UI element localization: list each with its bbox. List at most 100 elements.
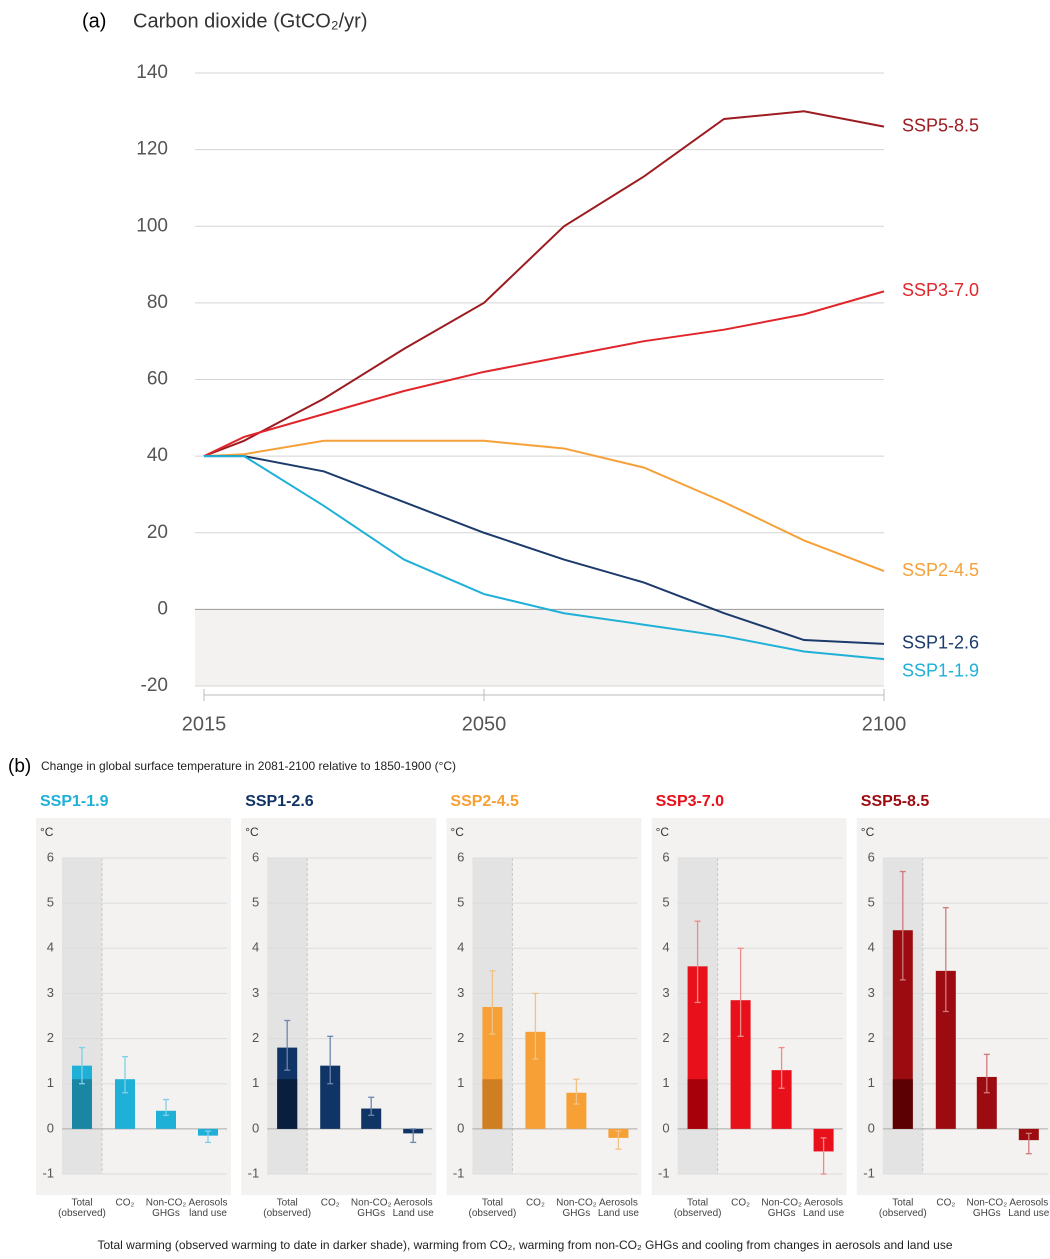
- bar: [976, 1076, 997, 1129]
- x-tick-label: CO₂: [731, 1198, 750, 1209]
- y-tick-label: 5: [457, 895, 464, 910]
- bar: [525, 1031, 546, 1129]
- y-tick-label: 1: [868, 1075, 875, 1090]
- y-tick-label: -1: [453, 1165, 465, 1180]
- x-tick-label: GHGs: [973, 1208, 1001, 1219]
- bar: [935, 970, 956, 1129]
- y-tick-label: 5: [47, 895, 54, 910]
- x-tick-label: Total: [687, 1198, 708, 1209]
- series-line: [204, 455, 885, 645]
- panel-title: SSP5-8.5: [861, 793, 930, 810]
- x-tick-label: CO₂: [526, 1198, 545, 1209]
- panel-label: (b): [8, 756, 31, 777]
- y-tick-label: 20: [147, 522, 168, 543]
- series-line: [203, 290, 885, 458]
- bar: [115, 1079, 135, 1129]
- x-tick-label: CO₂: [321, 1198, 340, 1209]
- panel-label: (a): [82, 10, 106, 32]
- x-tick-label: Aerosols: [804, 1198, 843, 1209]
- x-tick-label: (observed): [263, 1208, 311, 1219]
- y-tick-label: 5: [252, 895, 259, 910]
- panel-title: SSP1-1.9: [40, 793, 109, 810]
- series-label: SSP5-8.5: [902, 115, 979, 135]
- series-label: SSP1-1.9: [902, 661, 979, 681]
- x-tick-label: Land use: [803, 1208, 845, 1219]
- y-tick-label: 4: [252, 940, 259, 955]
- x-tick-label: Non-CO₂: [967, 1198, 1008, 1209]
- y-tick-label: 0: [157, 598, 168, 619]
- series-line: [203, 110, 885, 458]
- y-tick-label: 4: [868, 940, 875, 955]
- y-tick-label: 3: [457, 985, 464, 1000]
- y-tick-label: -1: [42, 1165, 54, 1180]
- x-tick-label: 2015: [182, 713, 227, 735]
- y-tick-label: 0: [47, 1120, 54, 1135]
- unit-label: °C: [656, 825, 670, 839]
- y-tick-label: 2: [662, 1030, 669, 1045]
- y-tick-label: 0: [252, 1120, 259, 1135]
- x-tick-label: (observed): [879, 1208, 927, 1219]
- x-tick-label: GHGs: [152, 1208, 180, 1219]
- x-tick-label: (observed): [674, 1208, 722, 1219]
- y-tick-label: 6: [868, 849, 875, 864]
- y-tick-label: 6: [252, 849, 259, 864]
- y-tick-label: -1: [863, 1165, 875, 1180]
- unit-label: °C: [861, 825, 875, 839]
- y-tick-label: 3: [868, 985, 875, 1000]
- x-tick-label: Non-CO₂: [351, 1198, 392, 1209]
- series-line: [203, 439, 885, 572]
- y-tick-label: -1: [658, 1165, 670, 1180]
- y-tick-label: 60: [147, 369, 168, 390]
- x-tick-label: GHGs: [563, 1208, 591, 1219]
- y-tick-label: 4: [47, 940, 54, 955]
- y-tick-label: 4: [662, 940, 669, 955]
- x-tick-label: land use: [189, 1208, 227, 1219]
- y-tick-label: 1: [47, 1075, 54, 1090]
- y-tick-label: 6: [662, 849, 669, 864]
- y-tick-label: 3: [662, 985, 669, 1000]
- observed-bar: [72, 1079, 92, 1129]
- y-tick-label: 2: [868, 1030, 875, 1045]
- x-tick-label: Aerosols: [1009, 1198, 1048, 1209]
- y-tick-label: 5: [662, 895, 669, 910]
- x-tick-label: Aerosols: [189, 1198, 228, 1209]
- x-tick-label: Total: [277, 1198, 298, 1209]
- observed-bar: [892, 1079, 913, 1129]
- observed-bar: [687, 1079, 708, 1129]
- unit-label: °C: [40, 825, 54, 839]
- caption: Total warming (observed warming to date …: [97, 1238, 952, 1252]
- chart-title: Carbon dioxide (GtCO₂/yr): [133, 10, 368, 32]
- x-tick-label: CO₂: [936, 1198, 955, 1209]
- observed-bar: [482, 1079, 503, 1129]
- x-tick-label: Land use: [1008, 1208, 1050, 1219]
- y-tick-label: 140: [136, 62, 168, 83]
- series-label: SSP2-4.5: [902, 560, 979, 580]
- y-tick-label: 4: [457, 940, 464, 955]
- x-tick-label: (observed): [58, 1208, 106, 1219]
- panel-title: SSP1-2.6: [245, 793, 314, 810]
- panel-title: SSP2-4.5: [450, 793, 519, 810]
- panel-title: Change in global surface temperature in …: [41, 759, 456, 773]
- y-tick-label: 2: [457, 1030, 464, 1045]
- x-tick-label: CO₂: [116, 1198, 135, 1209]
- y-tick-label: 2: [252, 1030, 259, 1045]
- series-label: SSP1-2.6: [902, 633, 979, 653]
- bar: [771, 1070, 792, 1129]
- x-tick-label: 2100: [862, 713, 907, 735]
- y-tick-label: 0: [662, 1120, 669, 1135]
- observed-bar: [277, 1079, 298, 1129]
- x-tick-label: Land use: [598, 1208, 640, 1219]
- x-tick-label: Aerosols: [599, 1198, 638, 1209]
- x-tick-label: Total: [71, 1198, 92, 1209]
- unit-label: °C: [450, 825, 464, 839]
- negative-zone: [195, 609, 884, 686]
- series-line: [204, 455, 885, 661]
- y-tick-label: 40: [147, 445, 168, 466]
- y-tick-label: 80: [147, 292, 168, 313]
- x-tick-label: 2050: [462, 713, 507, 735]
- x-tick-label: Land use: [393, 1208, 435, 1219]
- bar: [156, 1110, 176, 1129]
- y-tick-label: -1: [248, 1165, 260, 1180]
